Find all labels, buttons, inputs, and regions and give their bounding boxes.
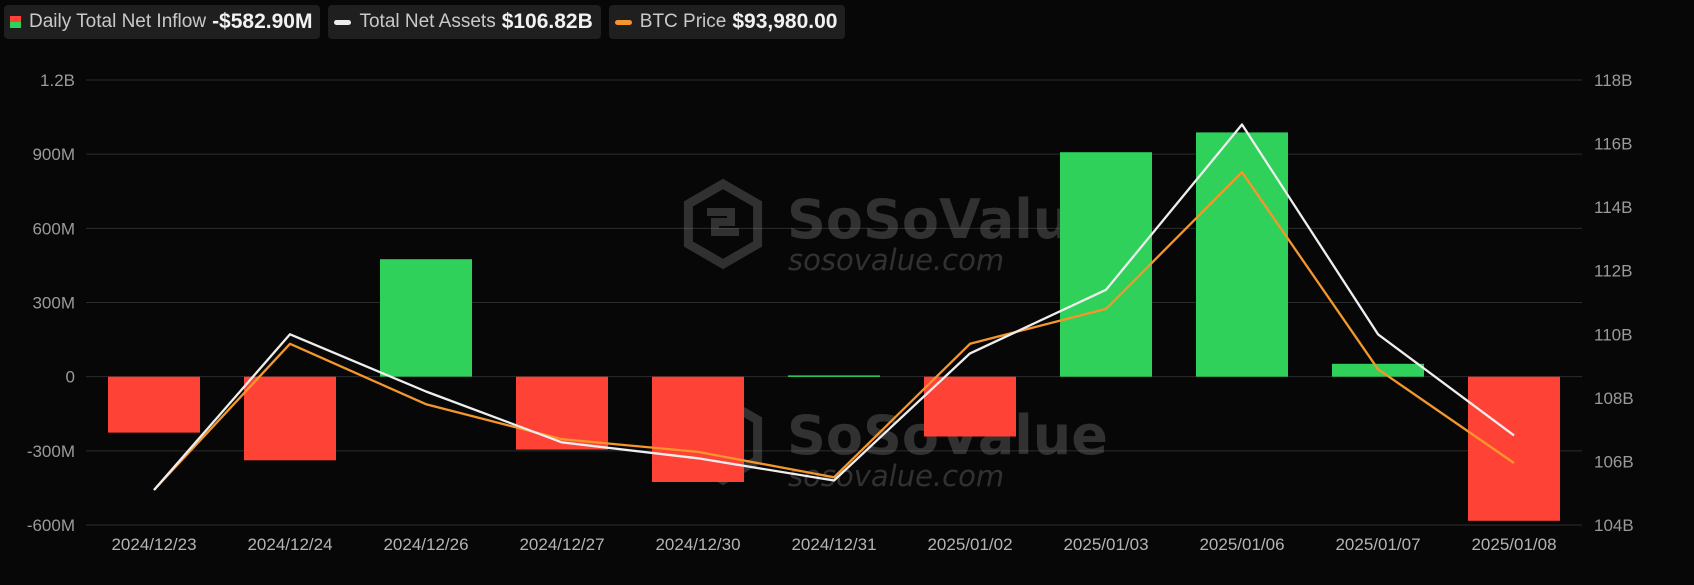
inflow-bars [108, 132, 1560, 521]
swatch-positive [10, 16, 21, 22]
watermarks: SoSoValuesosovalue.comSoSoValuesosovalue… [683, 178, 1108, 493]
y-right-tick-label: 112B [1594, 262, 1632, 281]
swatch-negative [10, 22, 21, 28]
y-left-tick-label: 900M [32, 145, 75, 164]
inflow-bar[interactable] [108, 376, 200, 433]
legend-item-total-net-assets[interactable]: Total Net Assets $106.82B [328, 5, 601, 39]
legend-btc-value: $93,980.00 [732, 10, 838, 33]
legend-btc-label: BTC Price [639, 11, 727, 32]
watermark-brand: SoSoValue [787, 188, 1108, 251]
y-left-tick-label: 1.2B [40, 71, 75, 90]
watermark-logo-mark [707, 208, 739, 236]
y-axis-left: 1.2B 900M 600M 300M 0 -300M -600M [27, 71, 75, 535]
y-right-tick-label: 118B [1594, 71, 1632, 90]
x-tick-label: 2025/01/08 [1471, 535, 1556, 554]
y-right-tick-label: 116B [1594, 135, 1632, 154]
y-left-tick-label: -300M [27, 442, 75, 461]
inflow-bar[interactable] [1196, 132, 1288, 377]
inflow-bar[interactable] [380, 259, 472, 377]
y-left-tick-label: 300M [32, 294, 75, 313]
total-net-assets-line[interactable] [153, 123, 1515, 491]
inflow-bar[interactable] [516, 376, 608, 450]
x-tick-label: 2025/01/06 [1199, 535, 1284, 554]
legend-assets-value: $106.82B [501, 10, 593, 33]
btc-line-swatch-icon [614, 19, 632, 25]
y-right-tick-label: 114B [1594, 198, 1632, 217]
legend-item-daily-net-inflow[interactable]: Daily Total Net Inflow -$582.90M [4, 5, 321, 39]
series-lines [153, 123, 1515, 491]
assets-line-swatch-icon [334, 19, 352, 25]
x-tick-label: 2025/01/02 [927, 535, 1012, 554]
inflow-bar[interactable] [924, 376, 1016, 437]
x-axis: 2024/12/23 2024/12/24 2024/12/26 2024/12/27… [111, 535, 1556, 554]
x-tick-label: 2024/12/30 [655, 535, 740, 554]
x-tick-label: 2024/12/23 [111, 535, 196, 554]
watermark-site: sosovalue.com [788, 459, 1004, 493]
legend-assets-label: Total Net Assets [359, 11, 496, 32]
y-right-tick-label: 110B [1594, 325, 1632, 344]
legend-inflow-label: Daily Total Net Inflow [29, 11, 207, 32]
watermark-site: sosovalue.com [788, 243, 1004, 277]
inflow-bar[interactable] [1468, 376, 1560, 521]
y-axis-right: 118B 116B 114B 112B 110B 108B 106B 104B [1594, 71, 1634, 535]
y-right-tick-label: 108B [1594, 389, 1634, 408]
x-tick-label: 2024/12/27 [519, 535, 604, 554]
x-tick-label: 2025/01/07 [1335, 535, 1420, 554]
legend-item-btc-price[interactable]: BTC Price $93,980.00 [608, 5, 846, 39]
x-tick-label: 2024/12/24 [247, 535, 332, 554]
watermark-logo-icon [683, 178, 763, 270]
chart-legend: Daily Total Net Inflow -$582.90M Total N… [4, 5, 846, 39]
y-right-tick-label: 104B [1594, 516, 1634, 535]
inflow-bar[interactable] [788, 375, 880, 377]
inflow-bar[interactable] [1060, 152, 1152, 377]
x-tick-label: 2024/12/26 [383, 535, 468, 554]
inflow-bar[interactable] [652, 376, 744, 482]
x-tick-label: 2025/01/03 [1063, 535, 1148, 554]
y-left-tick-label: 0 [66, 368, 75, 387]
inflow-swatch-icon [10, 16, 21, 28]
legend-inflow-value: -$582.90M [212, 10, 313, 33]
y-right-tick-label: 106B [1594, 452, 1634, 471]
inflow-bar[interactable] [244, 376, 336, 461]
y-left-tick-label: 600M [32, 219, 75, 238]
y-left-tick-label: -600M [27, 516, 75, 535]
btc-price-line[interactable] [153, 171, 1515, 491]
x-tick-label: 2024/12/31 [791, 535, 876, 554]
